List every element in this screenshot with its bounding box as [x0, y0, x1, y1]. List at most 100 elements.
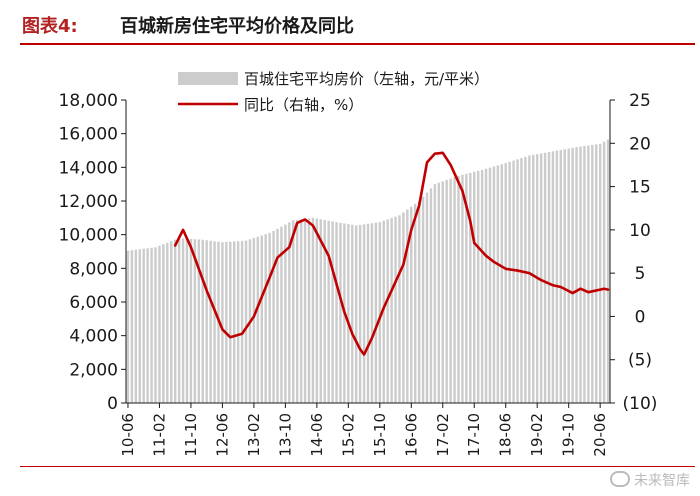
price-bar	[429, 188, 433, 404]
price-bar	[414, 203, 417, 403]
price-bar	[539, 153, 543, 403]
price-bar	[492, 166, 496, 403]
price-bar	[453, 177, 456, 403]
price-bar	[134, 249, 138, 403]
price-bar	[579, 146, 582, 403]
footer-rule	[20, 466, 695, 467]
right-axis-tick-label: 15	[629, 178, 651, 198]
axes: 0 2,000 4,000 6,000 8,000 10,000 12,000 14,000 1…	[59, 91, 658, 457]
price-bar	[524, 156, 527, 403]
price-bar	[244, 240, 248, 403]
price-bar	[173, 239, 177, 403]
price-bar	[299, 219, 303, 403]
price-bar	[473, 171, 476, 403]
right-axis-tick-label: 25	[629, 91, 651, 111]
price-bar	[209, 240, 212, 403]
x-axis-tick-label: 12-06	[213, 413, 231, 457]
right-axis-tick-label: 10	[629, 221, 651, 241]
price-bar	[563, 149, 566, 403]
price-bar	[280, 226, 283, 403]
price-bar	[193, 239, 197, 403]
price-bar	[559, 149, 563, 403]
price-bar	[528, 155, 531, 403]
figure-title: 百城新房住宅平均价格及同比	[120, 16, 354, 37]
price-bars	[126, 139, 610, 404]
price-bar	[512, 160, 515, 403]
price-bar	[555, 150, 559, 403]
price-bar	[606, 139, 610, 403]
x-axis-tick-label: 13-10	[276, 413, 294, 457]
price-bar	[571, 147, 574, 403]
price-bar	[335, 222, 338, 403]
price-bar	[358, 224, 362, 403]
price-bar	[543, 152, 547, 403]
price-bar	[595, 144, 598, 403]
right-axis-tick-label: 20	[629, 134, 651, 154]
price-bar	[327, 220, 330, 403]
x-axis-tick-label: 11-02	[150, 413, 168, 457]
price-bar	[402, 212, 405, 403]
price-bar	[406, 209, 409, 403]
price-bar	[488, 167, 492, 403]
price-bar	[295, 219, 299, 403]
price-bar	[598, 143, 602, 403]
price-bar	[354, 225, 358, 403]
price-bar	[284, 224, 287, 403]
left-axis-tick-label: 6,000	[69, 293, 118, 313]
x-axis-tick-label: 17-10	[465, 413, 483, 457]
price-bar	[177, 239, 181, 403]
price-bar	[154, 247, 157, 403]
price-bar	[351, 224, 354, 403]
price-bar	[366, 223, 370, 403]
x-axis-tick-label: 16-06	[402, 413, 420, 457]
price-bar	[272, 230, 275, 403]
right-axis-tick-label: 0	[635, 307, 646, 327]
price-bar	[504, 163, 507, 404]
price-bar	[307, 218, 311, 403]
x-axis-tick-label: 20-06	[591, 413, 609, 457]
figure-label: 图表4:	[22, 16, 78, 37]
price-bar	[276, 228, 279, 403]
right-axis-tick-label: 5	[635, 264, 646, 284]
price-bar	[461, 174, 464, 403]
price-bar	[260, 235, 263, 403]
right-axis-tick-label: (10)	[623, 394, 658, 414]
x-axis-tick-label: 10-06	[119, 413, 137, 457]
price-bar	[410, 206, 413, 403]
price-bar	[417, 201, 421, 403]
price-bar	[201, 239, 204, 403]
price-bar	[331, 221, 334, 403]
x-axis-tick-label: 14-06	[308, 413, 326, 457]
legend-line-label: 同比（右轴，%）	[244, 96, 363, 114]
price-bar	[347, 224, 350, 403]
price-bar	[457, 175, 460, 403]
watermark-text: 未来智库	[634, 473, 690, 489]
price-bar	[205, 240, 208, 403]
yoy-line	[173, 151, 610, 356]
price-bar	[398, 215, 401, 403]
price-bar	[496, 165, 500, 403]
price-bar	[480, 169, 484, 403]
price-bar	[532, 154, 535, 403]
price-bar	[256, 236, 260, 403]
price-bar	[240, 240, 244, 403]
price-bar	[288, 222, 291, 403]
left-axis-tick-label: 18,000	[59, 91, 118, 111]
price-bar	[339, 222, 342, 403]
price-bar	[465, 173, 468, 403]
price-bar	[319, 219, 322, 403]
yoy-line-group	[173, 151, 610, 356]
price-bar	[221, 242, 224, 403]
right-axis-tick-label: (5)	[628, 351, 652, 371]
x-axis-tick-label: 13-02	[245, 413, 263, 457]
price-bar	[150, 247, 153, 403]
price-bar	[130, 250, 134, 403]
price-bar	[264, 234, 267, 403]
watermark-icon	[610, 471, 630, 487]
price-bar	[441, 181, 444, 403]
price-bar	[370, 223, 374, 403]
header-rule	[20, 43, 695, 45]
price-bar	[386, 219, 389, 403]
watermark: 未来智库	[610, 470, 690, 490]
